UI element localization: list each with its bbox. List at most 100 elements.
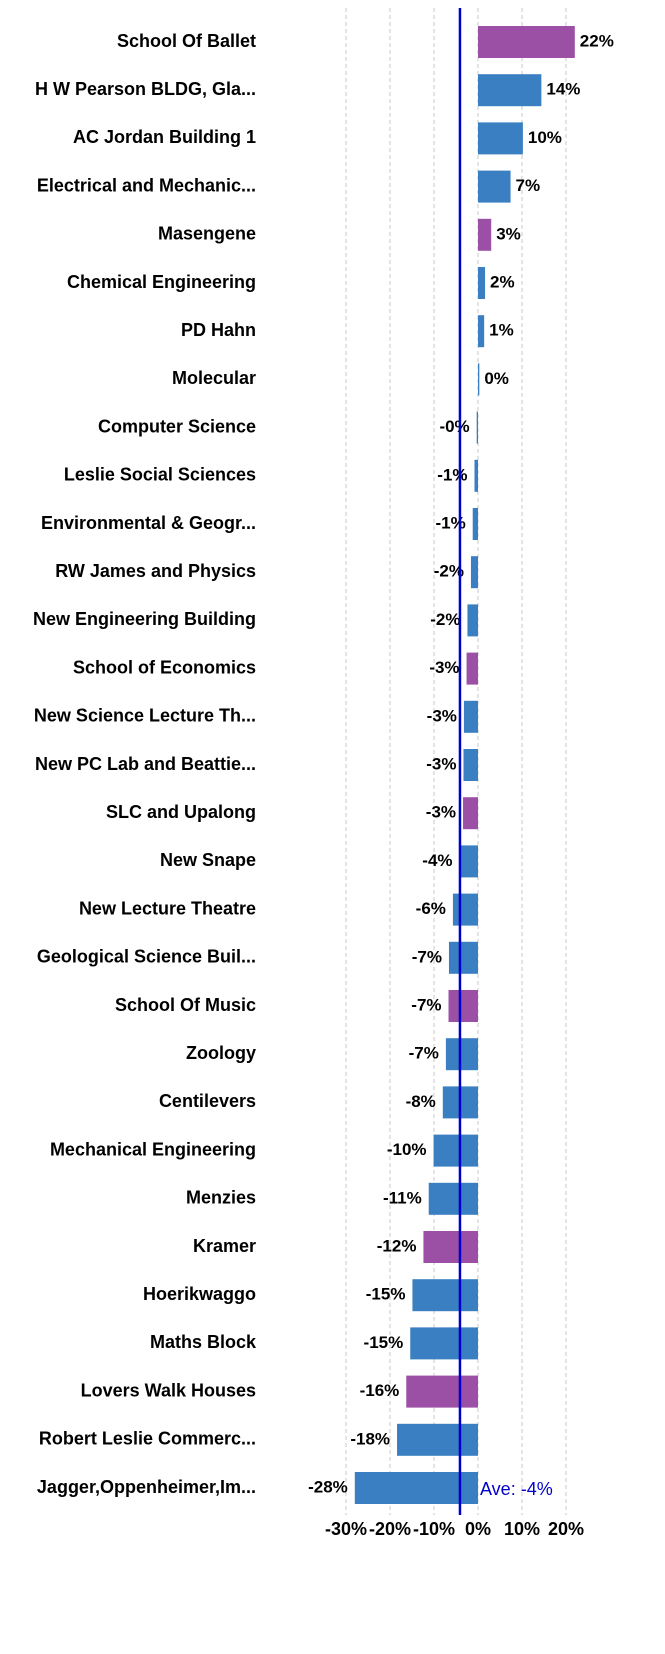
value-label: 14% [546,80,580,99]
bar [412,1279,478,1312]
bar [463,700,478,733]
average-label: Ave: -4% [480,1479,553,1499]
category-label: Centilevers [159,1091,256,1111]
value-label: 1% [489,321,514,340]
value-label: -8% [406,1092,436,1111]
category-label: Leslie Social Sciences [64,465,256,485]
bar [448,941,478,974]
category-label: New Lecture Theatre [79,898,256,918]
value-label: -3% [426,754,456,773]
value-label: -0% [439,417,469,436]
bar [476,411,478,444]
category-label: New Engineering Building [33,609,256,629]
x-tick-label: 10% [504,1519,540,1539]
category-label: Zoology [186,1043,256,1063]
category-label: New PC Lab and Beattie... [35,754,256,774]
value-label: -1% [437,465,467,484]
category-label: AC Jordan Building 1 [73,127,256,147]
value-label: -3% [427,706,457,725]
value-label: -6% [416,899,446,918]
category-label: Molecular [172,368,256,388]
x-tick-label: -30% [325,1519,367,1539]
value-label: -12% [377,1236,417,1255]
value-label: -2% [434,562,464,581]
bar [463,749,478,781]
category-label: Environmental & Geogr... [41,513,256,533]
category-label: PD Hahn [181,320,256,340]
value-label: -15% [366,1285,406,1304]
value-label: -10% [387,1140,427,1159]
category-label: H W Pearson BLDG, Gla... [35,79,256,99]
category-label: Masengene [158,224,256,244]
bar [423,1231,478,1263]
value-label: 2% [490,272,515,291]
bar [445,1038,478,1071]
value-label: -15% [364,1333,404,1352]
value-label: 3% [496,224,521,243]
value-label: -7% [411,995,441,1014]
x-tick-label: -20% [369,1519,411,1539]
category-label: School Of Music [115,995,256,1015]
category-label: New Science Lecture Th... [34,706,256,726]
value-label: -7% [409,1044,439,1063]
bar [354,1472,478,1504]
value-label: -3% [426,803,456,822]
bar [467,604,478,637]
value-label: -3% [429,658,459,677]
value-label: -18% [350,1429,390,1448]
bar [478,267,486,299]
value-label: 22% [580,31,614,50]
category-label: Menzies [186,1188,256,1208]
bar [472,508,478,540]
x-tick-label: -10% [413,1519,455,1539]
bar [459,845,478,878]
category-label: Geological Science Buil... [37,947,256,967]
category-label: Mechanical Engineering [50,1139,256,1159]
category-label: School Of Ballet [117,31,256,51]
category-label: SLC and Upalong [106,802,256,822]
value-label: -4% [422,851,452,870]
bar [433,1134,478,1167]
bar [478,74,542,107]
category-label: Robert Leslie Commerc... [39,1429,256,1449]
value-label: 10% [528,128,562,147]
bar [397,1423,478,1456]
category-label: Jagger,Oppenheimer,Im... [37,1477,256,1497]
category-label: School of Economics [73,657,256,677]
category-label: Electrical and Mechanic... [37,175,256,195]
value-label: -1% [435,513,465,532]
bar [478,170,511,203]
value-label: 0% [484,369,509,388]
x-tick-label: 0% [465,1519,491,1539]
bar [448,990,478,1022]
bar [452,893,478,926]
value-label: -7% [412,947,442,966]
bar [474,459,478,492]
category-label: RW James and Physics [55,561,256,581]
category-label: New Snape [160,850,256,870]
bar [466,652,478,685]
category-label: Hoerikwaggo [143,1284,256,1304]
category-label: Chemical Engineering [67,272,256,292]
bar [478,315,485,348]
category-label: Lovers Walk Houses [81,1380,256,1400]
category-label: Computer Science [98,416,256,436]
bar [428,1182,478,1215]
value-label: -16% [360,1381,400,1400]
value-label: -11% [383,1188,422,1207]
bar [478,363,480,396]
category-label: Kramer [193,1236,256,1256]
bar [410,1327,478,1360]
bar [478,26,575,58]
x-tick-label: 20% [548,1519,584,1539]
category-label: Maths Block [150,1332,257,1352]
bar [463,797,478,830]
value-label: -2% [430,610,460,629]
bar [478,218,492,251]
bar [406,1375,478,1408]
bar [470,556,478,589]
value-label: 7% [516,176,541,195]
value-label: -28% [308,1477,348,1496]
bar [478,122,523,155]
